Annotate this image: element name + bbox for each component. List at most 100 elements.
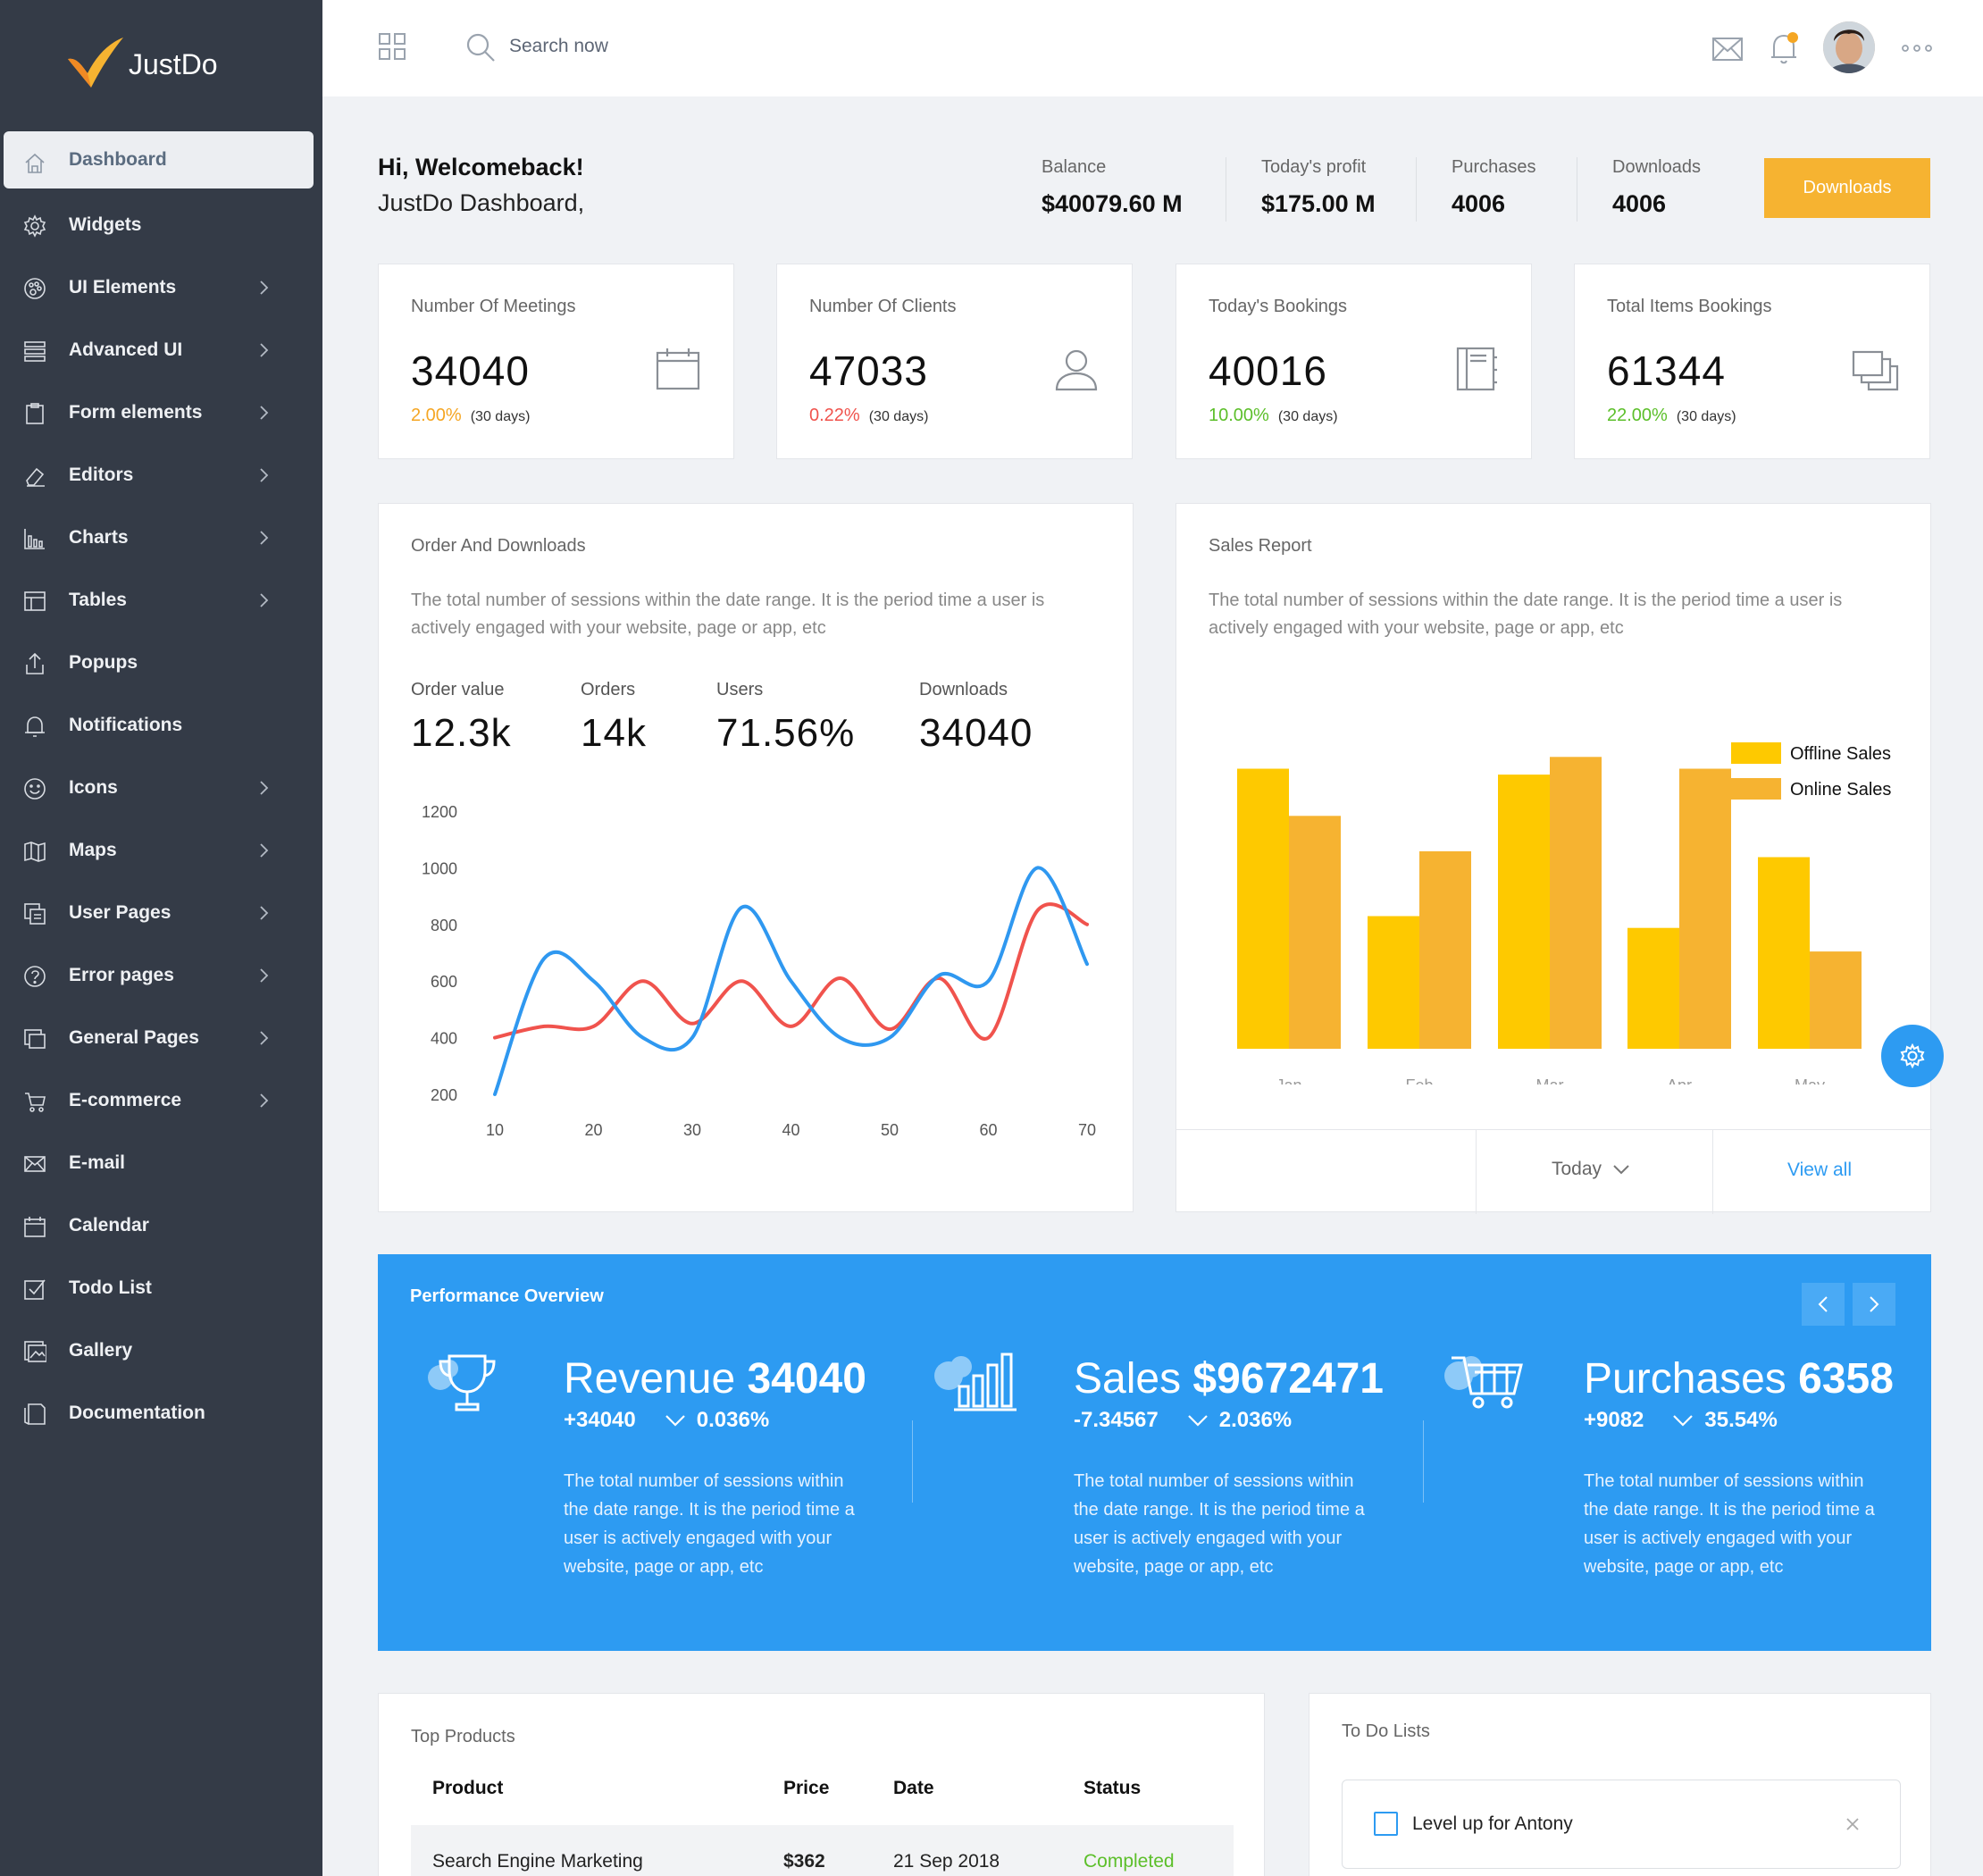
close-icon[interactable] (1845, 1817, 1860, 1831)
more-icon[interactable] (1902, 45, 1932, 52)
column-header-date: Date (893, 1778, 934, 1798)
sidebar-item-label: Gallery (69, 1340, 133, 1361)
bar-offline-sales-jan[interactable] (1237, 768, 1289, 1050)
today-dropdown[interactable]: Today (1552, 1159, 1630, 1180)
bar-online-sales-apr[interactable] (1679, 768, 1731, 1050)
todo-checkbox[interactable] (1374, 1812, 1398, 1836)
performance-item-pct-group: 0.036% (665, 1408, 769, 1433)
performance-item-revenue: Revenue 34040 +34040 0.036% The total numbe… (410, 1254, 919, 1651)
performance-item-purchases: Purchases 6358 +9082 35.54% The total numbe… (1430, 1254, 1939, 1651)
sidebar-item-tables[interactable]: Tables (0, 569, 322, 632)
sales-footer: Today View all (1176, 1129, 1932, 1214)
sidebar-item-maps[interactable]: Maps (0, 819, 322, 882)
sidebar-item-notifications[interactable]: Notifications (0, 694, 322, 757)
bar-online-sales-mar[interactable] (1550, 757, 1602, 1049)
stat-label: Downloads (1612, 157, 1701, 177)
search-icon[interactable] (465, 32, 496, 63)
sidebar-item-label: Charts (69, 527, 129, 548)
carousel-prev-button[interactable] (1802, 1283, 1845, 1326)
settings-fab[interactable] (1881, 1025, 1944, 1087)
sidebar-item-dashboard[interactable]: Dashboard (4, 131, 314, 188)
sidebar-item-charts[interactable]: Charts (0, 507, 322, 569)
stat-balance: Balance $40079.60 M (1042, 157, 1183, 218)
x-tick-label: Apr (1667, 1076, 1692, 1085)
checkbox-icon (24, 1279, 46, 1300)
x-tick-label: 20 (584, 1121, 602, 1139)
mail-icon[interactable] (1712, 38, 1743, 61)
stat-card-change-row: 22.00% (30 days) (1607, 406, 1736, 426)
sidebar-item-advanced-ui[interactable]: Advanced UI (0, 319, 322, 381)
bar-online-sales-may[interactable] (1810, 951, 1862, 1049)
sidebar-item-general-pages[interactable]: General Pages (0, 1007, 322, 1069)
chevron-down-icon (1673, 1415, 1694, 1427)
view-all-link[interactable]: View all (1787, 1160, 1852, 1180)
sidebar-item-calendar[interactable]: Calendar (0, 1194, 322, 1257)
brand-name: JustDo (129, 47, 218, 80)
stat-divider (1416, 157, 1417, 222)
line-chart: 1200 1000 800 600 400 200 10 20 30 40 50 60 70 (422, 803, 1096, 1139)
sidebar-item-ui-elements[interactable]: UI Elements (0, 256, 322, 319)
todo-item[interactable]: Level up for Antony (1342, 1780, 1901, 1869)
bar-offline-sales-apr[interactable] (1627, 927, 1679, 1049)
sidebar-item-editors[interactable]: Editors (0, 444, 322, 507)
bar-offline-sales-may[interactable] (1758, 857, 1810, 1050)
sidebar-item-label: UI Elements (69, 277, 177, 297)
metric-label: Order value (411, 680, 505, 699)
stat-card-value: 61344 (1607, 348, 1726, 394)
stat-card-period: (30 days) (470, 409, 531, 424)
sidebar-item-todo-list[interactable]: Todo List (0, 1257, 322, 1319)
sidebar-item-label: Maps (69, 840, 117, 860)
price-cell: $362 (783, 1851, 825, 1872)
x-tick-label: 10 (486, 1121, 504, 1139)
search-input[interactable]: Search now (509, 36, 608, 56)
sidebar-item-form-elements[interactable]: Form elements (0, 381, 322, 444)
y-tick-label: 1200 (422, 803, 457, 821)
performance-item-title: Revenue 34040 (564, 1354, 866, 1403)
performance-item-delta: +9082 (1584, 1408, 1644, 1432)
sidebar-item-gallery[interactable]: Gallery (0, 1319, 322, 1382)
sidebar-item-widgets[interactable]: Widgets (0, 194, 322, 256)
sidebar-item-e-commerce[interactable]: E-commerce (0, 1069, 322, 1132)
gear-icon (23, 214, 46, 238)
stat-card-value: 40016 (1209, 348, 1327, 394)
table-row[interactable]: Search Engine Marketing $362 21 Sep 2018… (411, 1825, 1234, 1876)
bar-offline-sales-mar[interactable] (1498, 775, 1550, 1049)
stat-card-title: Total Items Bookings (1607, 297, 1772, 316)
x-tick-label: 60 (979, 1121, 997, 1139)
avatar[interactable] (1823, 21, 1875, 73)
x-tick-label: May (1795, 1076, 1825, 1085)
performance-panel: Performance Overview Revenue 34040 +34040… (378, 1254, 1931, 1651)
bar-online-sales-jan[interactable] (1289, 816, 1341, 1049)
stat-card-change-row: 10.00% (30 days) (1209, 406, 1338, 426)
bar-chart-icon (24, 529, 45, 549)
bell-icon[interactable] (1770, 30, 1800, 64)
sidebar-item-user-pages[interactable]: User Pages (0, 882, 322, 944)
carousel-next-button[interactable] (1853, 1283, 1895, 1326)
chevron-down-icon (665, 1415, 685, 1427)
sidebar-item-icons[interactable]: Icons (0, 757, 322, 819)
brand-logo[interactable]: JustDo (64, 36, 218, 93)
sidebar-item-error-pages[interactable]: Error pages (0, 944, 322, 1007)
bar-online-sales-feb[interactable] (1419, 850, 1471, 1049)
home-icon (25, 153, 45, 173)
grid-icon[interactable] (378, 32, 406, 61)
stat-card-title: Number Of Clients (809, 297, 957, 316)
bar-offline-sales-feb[interactable] (1368, 916, 1419, 1050)
sidebar-item-e-mail[interactable]: E-mail (0, 1132, 322, 1194)
sidebar-item-popups[interactable]: Popups (0, 632, 322, 694)
stat-card-change-row: 2.00% (30 days) (411, 406, 530, 426)
sidebar-item-documentation[interactable]: Documentation (0, 1382, 322, 1445)
performance-item-stats: -7.34567 2.036% (1074, 1408, 1292, 1433)
stat-label: Today's profit (1261, 157, 1367, 177)
downloads-button[interactable]: Downloads (1764, 158, 1930, 218)
metric-users: Users 71.56% (716, 680, 855, 756)
legend-swatch (1731, 742, 1781, 764)
x-tick-label: 70 (1078, 1121, 1096, 1139)
stat-downloads: Downloads 4006 (1612, 157, 1701, 218)
sidebar-item-label: Icons (69, 777, 118, 798)
y-tick-label: 800 (431, 917, 457, 934)
stat-purchases: Purchases 4006 (1452, 157, 1536, 218)
eraser-icon (26, 467, 45, 487)
metric-orders: Orders 14k (581, 680, 647, 756)
performance-item-stats: +9082 35.54% (1584, 1408, 1778, 1433)
